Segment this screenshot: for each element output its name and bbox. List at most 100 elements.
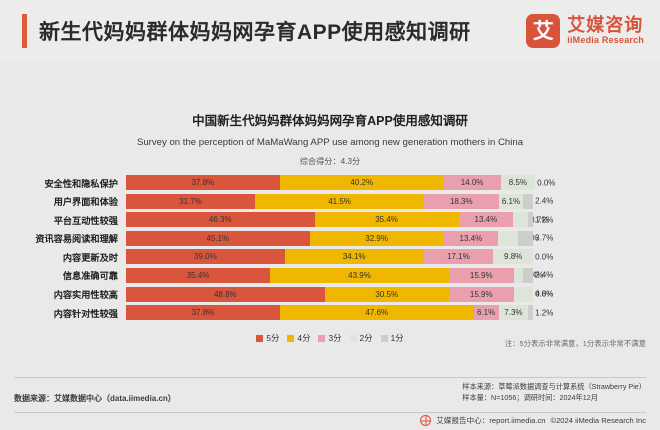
chart-row: 内容针对性较强 37.8% 47.6% 6.1% 7.3% 1.2% <box>8 305 648 321</box>
legend-item-5分[interactable]: 5分 <box>256 332 279 344</box>
bar-segment-label: 3.7% <box>530 215 549 225</box>
bar-segment-label: 0.0% <box>535 289 554 299</box>
footer-divider <box>14 377 646 378</box>
bar-segment-label: 4.8% <box>535 289 554 299</box>
globe-icon <box>420 415 432 426</box>
footer-sample-info: 样本来源：草莓派数据调查与计算系统（Strawberry Pie） 样本量：N=… <box>462 381 646 403</box>
chart-row: 内容更新及时 39.0% 34.1% 17.1% 9.8% 0.0% <box>8 249 648 265</box>
chart-title: 中国新生代妈妈群体妈妈网孕育APP使用感知调研 <box>192 114 468 128</box>
bar-segment-4分: 32.9% <box>309 230 444 246</box>
bar-segment-1分: 1.2% <box>528 305 553 321</box>
stacked-bar: 37.8% 40.2% 14.0% 8.5% 0.0% <box>126 175 648 190</box>
logo-name-en: iiMedia Research <box>567 34 644 45</box>
stacked-bar: 37.8% 47.6% 6.1% 7.3% 1.2% <box>126 305 648 321</box>
stacked-bar: 48.8% 30.5% 15.9% 4.8% 0.0% <box>126 286 648 302</box>
bar-segment-3分: 14.0% <box>443 175 501 190</box>
bar-segment-4分: 41.5% <box>255 193 425 209</box>
bar-segment-3分: 13.4% <box>443 230 499 246</box>
legend-swatch <box>287 334 295 342</box>
footer-data-source: 数据来源：艾媒数据中心（data.iimedia.cn） <box>14 394 176 403</box>
stacked-bar: 45.1%32.9%13.4%4.9%3.7% <box>126 230 648 246</box>
footer-report-center: 艾媒报告中心：report.iimedia.cn ©2024 iiMedia R… <box>420 415 646 426</box>
legend-item-3分[interactable]: 3分 <box>318 332 342 344</box>
bar-segment-2分: 7.3% <box>498 305 529 321</box>
legend-swatch <box>349 334 357 342</box>
footer-report-link[interactable]: 艾媒报告中心：report.iimedia.cn <box>436 416 546 425</box>
footer-bottom-divider <box>14 412 646 413</box>
bar-segment-2分: 3.7% <box>513 212 548 228</box>
brand-logo: 艾 艾媒咨询 iiMedia Research <box>526 14 644 48</box>
category-label: 内容更新及时 <box>62 252 118 263</box>
bar-segment-2分: 2.4% <box>513 267 544 283</box>
bar-segment-label: 1.2% <box>535 308 554 318</box>
logo-mark-icon: 艾 <box>526 14 561 48</box>
legend-label: 4分 <box>297 333 311 344</box>
bar-segment-5分: 37.8% <box>126 175 280 190</box>
footer-copyright: ©2024 iiMedia Research Inc <box>550 416 646 425</box>
legend-swatch <box>256 334 264 342</box>
category-label: 用户界面和体验 <box>53 197 118 208</box>
stacked-bar-plot: 安全性和隐私保护 37.8% 40.2% 14.0% 8.5% 0.0% 用户界面和体验 31… <box>0 175 660 321</box>
bar-segment-4分: 34.1% <box>284 249 424 265</box>
stacked-bar: 31.7% 41.5% 18.3% 6.1% 2.4% <box>126 193 648 209</box>
bar-segment-2分: 6.1% <box>498 193 524 209</box>
legend-label: 2分 <box>359 333 373 344</box>
category-label: 安全性和隐私保护 <box>44 178 119 189</box>
legend-label: 1分 <box>390 333 404 344</box>
bar-segment-1分: 3.7% <box>518 230 553 246</box>
bar-segment-3分: 17.1% <box>423 249 494 265</box>
bar-segment-5分: 39.0% <box>126 249 285 265</box>
page-footer: 数据来源：艾媒数据中心（data.iimedia.cn） 样本来源：草莓派数据调… <box>0 377 660 430</box>
chart-panel: 中国新生代妈妈群体妈妈网孕育APP使用感知调研 Survey on the pe… <box>0 62 660 377</box>
logo-text: 艾媒咨询 iiMedia Research <box>567 15 644 46</box>
category-label: 平台互动性较强 <box>53 215 118 226</box>
legend-label: 5分 <box>266 333 280 344</box>
bar-segment-4分: 40.2% <box>279 175 444 190</box>
footer-sample-size: 样本量：N=1056；调研时间：2024年12月 <box>462 393 598 403</box>
bar-segment-label: 2.4% <box>535 270 554 280</box>
bar-segment-4分: 47.6% <box>279 305 474 321</box>
bar-segment-1分: 2.4% <box>523 193 553 209</box>
chart-score: 综合得分：4.3分 <box>299 157 361 166</box>
bar-segment-1分: 1.2% <box>528 212 553 228</box>
legend-label: 3分 <box>328 333 342 344</box>
chart-row: 平台互动性较强 46.3% 35.4% 13.4% 3.7% 1.2% <box>8 212 648 228</box>
legend-item-1分[interactable]: 1分 <box>380 332 404 344</box>
bar-segment-3分: 15.9% <box>448 267 514 283</box>
bar-segment-2分: 8.5% <box>500 175 536 190</box>
legend-item-2分[interactable]: 2分 <box>349 332 373 344</box>
bar-segment-5分: 48.8% <box>126 286 325 302</box>
category-label: 内容针对性较强 <box>53 308 118 319</box>
stacked-bar: 39.0% 34.1% 17.1% 9.8% 0.0% <box>126 249 648 265</box>
bar-segment-4分: 43.9% <box>270 267 449 283</box>
bar-segment-5分: 46.3% <box>126 212 315 228</box>
bar-segment-2分: 4.9% <box>498 230 538 246</box>
category-label: 信息准确可靠 <box>62 271 118 282</box>
bar-segment-3分: 18.3% <box>424 193 499 209</box>
category-label: 资讯容易阅读和理解 <box>35 234 118 245</box>
bar-segment-label: 1.2% <box>535 215 554 225</box>
chart-note: 注：5分表示非常满意，1分表示非常不满意 <box>504 339 646 348</box>
chart-row: 安全性和隐私保护 37.8% 40.2% 14.0% 8.5% 0.0% <box>8 175 648 190</box>
stacked-bar: 35.4% 43.9% 15.9% 2.4% 2.4% <box>126 267 648 283</box>
logo-name-cn: 艾媒咨询 <box>567 15 644 36</box>
stacked-bar: 46.3% 35.4% 13.4% 3.7% 1.2% <box>126 212 648 228</box>
bar-segment-label: 0.0% <box>535 252 554 262</box>
bar-segment-label: 2.4% <box>525 270 544 280</box>
category-label: 内容实用性较高 <box>53 290 118 301</box>
accent-bar <box>22 14 27 48</box>
bar-segment-3分: 13.4% <box>458 212 514 228</box>
page-header: 新生代妈妈群体妈妈网孕育APP使用感知调研 艾 艾媒咨询 iiMedia Res… <box>0 0 660 62</box>
bar-segment-1分: 2.4% <box>523 267 553 283</box>
bar-segment-2分: 4.8% <box>513 286 553 302</box>
bar-segment-2分: 9.8% <box>493 249 534 265</box>
chart-row: 资讯容易阅读和理解 45.1%32.9%13.4%4.9%3.7% <box>8 230 648 246</box>
legend-item-4分[interactable]: 4分 <box>287 332 310 344</box>
legend-swatch <box>380 334 388 342</box>
bar-segment-5分: 37.8% <box>126 305 280 321</box>
bar-segment-5分: 35.4% <box>126 267 271 283</box>
page-title: 新生代妈妈群体妈妈网孕育APP使用感知调研 <box>39 21 471 44</box>
bar-segment-4分: 30.5% <box>324 286 449 302</box>
legend-swatch <box>318 334 326 342</box>
chart-row: 信息准确可靠 35.4% 43.9% 15.9% 2.4% 2.4% <box>8 267 648 283</box>
